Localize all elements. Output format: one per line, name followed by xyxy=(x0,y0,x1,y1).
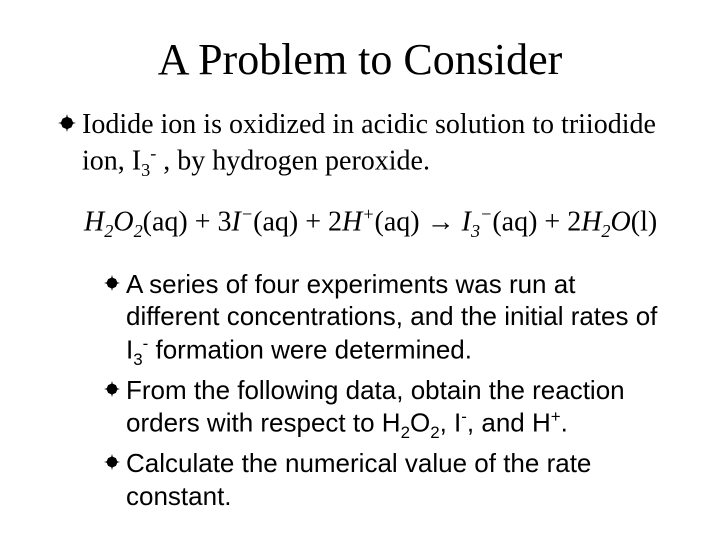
subscript: 2 xyxy=(430,423,439,442)
eq-arrow: → xyxy=(420,206,462,237)
text-fragment: . xyxy=(561,408,568,438)
text-fragment: , by hydrogen peroxide. xyxy=(156,145,430,176)
star-bullet-icon xyxy=(104,381,120,397)
eq-sub: 2 xyxy=(104,221,113,241)
eq-sup: + xyxy=(362,204,374,224)
eq-frag: O xyxy=(113,206,133,237)
eq-sup: − xyxy=(480,204,492,224)
eq-coef: 2 xyxy=(567,206,581,237)
bullet-3-text: From the following data, obtain the reac… xyxy=(126,374,672,443)
slide: A Problem to Consider Iodide ion is oxid… xyxy=(0,0,720,540)
text-fragment: O xyxy=(410,408,430,438)
superscript: + xyxy=(551,407,561,426)
eq-sup: − xyxy=(241,204,253,224)
eq-plus: + xyxy=(188,206,218,237)
text-fragment: formation were determined. xyxy=(148,334,472,364)
eq-frag: O xyxy=(611,206,631,237)
eq-frag: H xyxy=(581,206,601,237)
eq-frag: I xyxy=(232,206,241,237)
eq-plus: + xyxy=(537,206,567,237)
bullet-3: From the following data, obtain the reac… xyxy=(104,374,672,443)
eq-sub: 2 xyxy=(134,221,143,241)
bullet-2: A series of four experiments was run at … xyxy=(104,268,672,370)
eq-frag: H xyxy=(342,206,362,237)
reaction-equation: H2O2(aq) + 3I−(aq) + 2H+(aq) → I3−(aq) +… xyxy=(84,204,672,242)
bullet-4: Calculate the numerical value of the rat… xyxy=(104,447,672,512)
eq-phase: (aq) xyxy=(375,206,420,237)
subscript: 3 xyxy=(133,349,142,368)
eq-phase: (aq) xyxy=(492,206,537,237)
subscript: 3 xyxy=(141,160,150,180)
eq-phase: (l) xyxy=(631,206,657,237)
eq-coef: 2 xyxy=(328,206,342,237)
bullet-2-text: A series of four experiments was run at … xyxy=(126,268,672,370)
eq-coef: 3 xyxy=(218,206,232,237)
eq-sub: 3 xyxy=(471,221,480,241)
eq-phase: (aq) xyxy=(253,206,298,237)
star-bullet-icon xyxy=(104,275,120,291)
eq-plus: + xyxy=(298,206,328,237)
eq-phase: (aq) xyxy=(143,206,188,237)
eq-sub: 2 xyxy=(601,221,610,241)
eq-frag: I xyxy=(462,206,471,237)
subscript: 2 xyxy=(401,423,410,442)
text-fragment: , I xyxy=(440,408,462,438)
eq-frag: H xyxy=(84,206,104,237)
star-bullet-icon xyxy=(104,454,120,470)
slide-title: A Problem to Consider xyxy=(48,34,672,85)
text-fragment: , and H xyxy=(467,408,551,438)
bullet-1: Iodide ion is oxidized in acidic solutio… xyxy=(58,107,672,182)
star-bullet-icon xyxy=(58,114,76,132)
bullet-1-text: Iodide ion is oxidized in acidic solutio… xyxy=(82,107,672,182)
bullet-4-text: Calculate the numerical value of the rat… xyxy=(126,447,672,512)
